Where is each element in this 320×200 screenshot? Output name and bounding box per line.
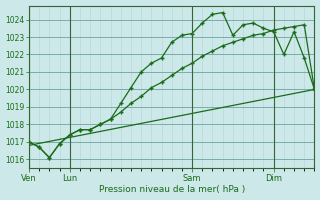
X-axis label: Pression niveau de la mer( hPa ): Pression niveau de la mer( hPa ) [99, 185, 245, 194]
